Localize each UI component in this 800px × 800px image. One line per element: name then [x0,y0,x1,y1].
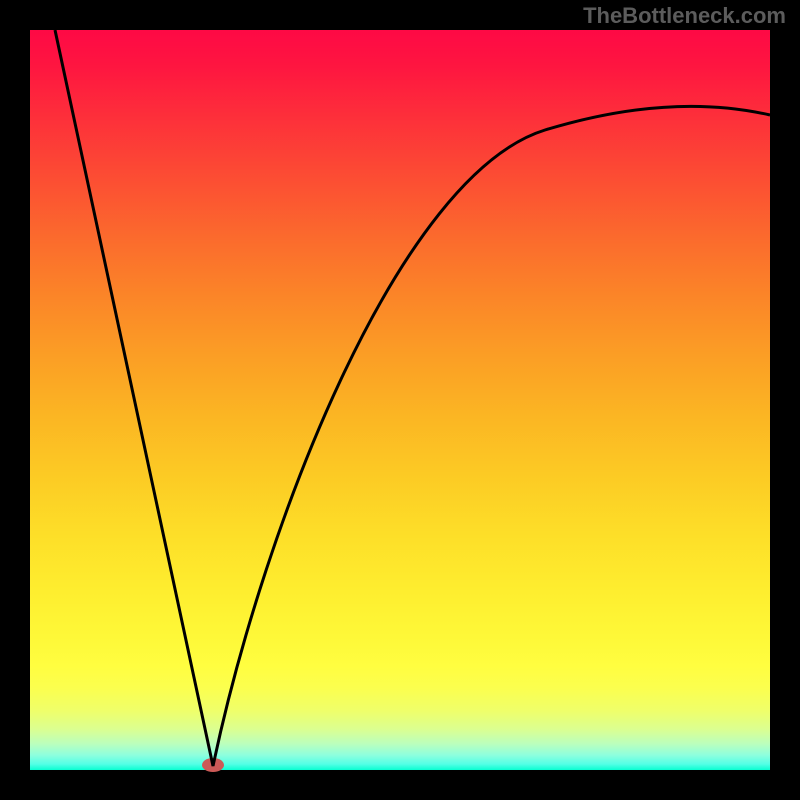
plot-background [30,30,770,770]
watermark-text: TheBottleneck.com [583,3,786,29]
chart-svg [0,0,800,800]
chart-container: TheBottleneck.com [0,0,800,800]
